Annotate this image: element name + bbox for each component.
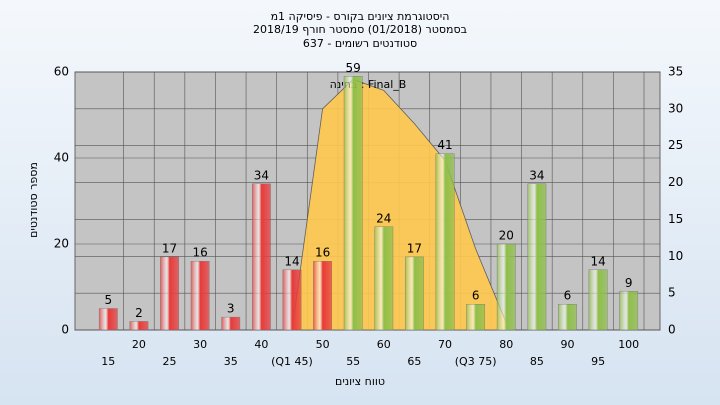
x-tick-label: 65 — [407, 355, 421, 368]
y-tick-label: 0 — [61, 323, 69, 337]
bar — [313, 261, 332, 331]
x-tick-label: (Q1 45) — [271, 355, 313, 368]
data-label: 5 — [104, 293, 112, 307]
bar — [343, 76, 363, 331]
data-label: 3 — [227, 302, 235, 316]
y-tick-label: 20 — [54, 237, 69, 251]
data-label: 34 — [254, 168, 269, 182]
data-label: 17 — [162, 241, 177, 255]
bar — [282, 269, 302, 331]
bar — [251, 183, 271, 331]
x-tick-label: 50 — [316, 338, 330, 351]
y2-tick-label: 15 — [668, 212, 683, 226]
x-tick-label: 15 — [101, 355, 115, 368]
y-tick-label: 40 — [54, 151, 69, 165]
data-label: 2 — [135, 306, 143, 320]
chart-title: היסטוגרמת ציונים בקורס - פיסיקה 1מ — [271, 10, 450, 23]
y2-tick-label: 0 — [668, 323, 676, 337]
y-axis-label: מספר סטודנטים — [27, 162, 40, 238]
bar — [405, 256, 424, 331]
data-label: 20 — [499, 229, 514, 243]
x-tick-label: 30 — [193, 338, 207, 351]
bar — [435, 153, 455, 331]
x-tick-label: 60 — [377, 338, 391, 351]
y2-tick-label: 30 — [668, 101, 683, 115]
annotation: בחינה : Final_B — [330, 78, 407, 91]
bar — [190, 261, 210, 331]
y2-tick-label: 5 — [668, 286, 676, 300]
bar — [466, 304, 486, 331]
data-label: 6 — [564, 289, 572, 303]
x-tick-label: 80 — [499, 338, 513, 351]
x-tick-label: 20 — [132, 338, 146, 351]
bar — [558, 304, 577, 331]
data-label: 16 — [315, 246, 330, 260]
x-tick-label: 40 — [254, 338, 268, 351]
x-tick-label: 70 — [438, 338, 452, 351]
x-tick-label: 55 — [346, 355, 360, 368]
data-label: 6 — [472, 289, 480, 303]
y2-tick-label: 25 — [668, 138, 683, 152]
subtitle: סטודנטים רשומים - 637 — [303, 37, 417, 50]
x-tick-label: (Q3 75) — [455, 355, 497, 368]
data-label: 14 — [590, 254, 605, 268]
bar — [588, 269, 608, 331]
y2-tick-label: 20 — [668, 175, 683, 189]
bar — [374, 226, 394, 331]
data-label: 24 — [376, 211, 391, 225]
y2-tick-label: 35 — [668, 65, 683, 79]
x-tick-label: 25 — [163, 355, 177, 368]
bar — [160, 256, 179, 331]
y-tick-label: 60 — [54, 65, 69, 79]
bar — [221, 316, 241, 331]
y2-tick-label: 10 — [668, 249, 683, 263]
x-tick-label: 100 — [618, 338, 639, 351]
bar — [527, 183, 547, 331]
data-label: 41 — [437, 138, 452, 152]
bar — [619, 291, 639, 331]
subtitle: בסמסטר (01/2018) סמסטר חורף 2018/19 — [253, 23, 467, 36]
x-tick-label: 95 — [591, 355, 605, 368]
bar — [496, 243, 516, 331]
x-tick-label: 90 — [560, 338, 574, 351]
data-label: 17 — [407, 241, 422, 255]
x-tick-label: 35 — [224, 355, 238, 368]
data-label: 14 — [284, 254, 299, 268]
data-label: 59 — [346, 61, 361, 75]
data-label: 34 — [529, 168, 544, 182]
data-label: 9 — [625, 276, 633, 290]
data-label: 16 — [192, 246, 207, 260]
bar — [98, 308, 118, 331]
x-axis-label: טווח ציונים — [335, 375, 385, 388]
x-tick-label: 85 — [530, 355, 544, 368]
bar — [129, 321, 149, 331]
